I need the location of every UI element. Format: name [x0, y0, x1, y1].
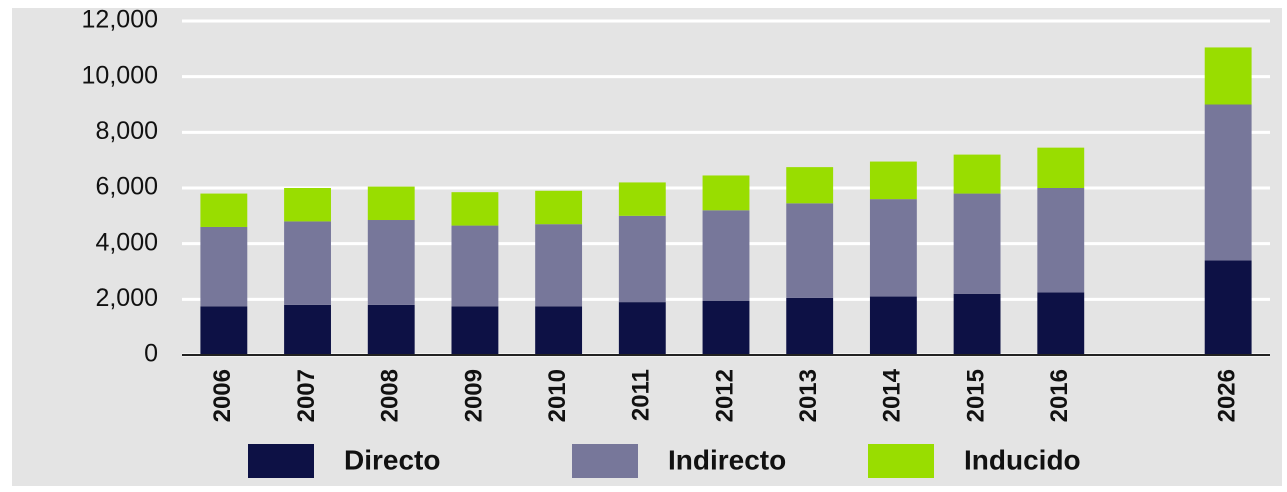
y-tick-label: 4,000	[95, 228, 158, 256]
bar-segment	[1204, 47, 1252, 105]
bar-segment	[451, 192, 499, 226]
legend-label: Inducido	[964, 444, 1081, 475]
bar-segment	[535, 190, 583, 225]
bar-segment	[1204, 260, 1252, 355]
bar-segment	[869, 161, 917, 200]
y-tick-label: 12,000	[82, 6, 158, 34]
x-tick-label: 2026	[1213, 369, 1240, 422]
bar-segment	[869, 296, 917, 355]
legend-swatch	[572, 444, 638, 478]
bar-segment	[451, 225, 499, 307]
bar-segment	[786, 167, 834, 204]
bar-segment	[786, 297, 834, 355]
bar-segment	[535, 306, 583, 355]
bar-segment	[618, 302, 666, 355]
bar-segment	[200, 306, 248, 355]
bar-segment	[702, 210, 750, 301]
bar-segment	[200, 193, 248, 227]
bar-segment	[367, 186, 415, 221]
y-tick-label: 6,000	[95, 173, 158, 201]
bar-segment	[200, 226, 248, 307]
bar-segment	[1037, 292, 1085, 355]
y-tick-label: 8,000	[95, 117, 158, 145]
bar-segment	[953, 293, 1001, 355]
x-tick-label: 2008	[377, 369, 404, 422]
legend-label: Indirecto	[668, 444, 786, 475]
x-tick-label: 2015	[962, 369, 989, 422]
bar-segment	[869, 199, 917, 297]
x-tick-label: 2009	[460, 369, 487, 422]
x-tick-label: 2006	[209, 369, 236, 422]
y-tick-label: 10,000	[82, 61, 158, 89]
x-tick-label: 2012	[711, 369, 738, 422]
bar-segment	[284, 188, 331, 222]
bar-segment	[702, 300, 750, 355]
bar-segment	[1037, 147, 1085, 188]
bar-segment	[367, 304, 415, 355]
bar-segment	[451, 306, 499, 355]
x-tick-label: 2014	[879, 368, 906, 422]
bar-segment	[535, 224, 583, 307]
bar-segment	[953, 193, 1001, 294]
bar-segment	[1204, 104, 1252, 261]
bar-segment	[702, 175, 750, 211]
bar-segment	[618, 215, 666, 303]
x-tick-label: 2007	[293, 369, 320, 422]
x-tick-label: 2010	[544, 369, 571, 422]
bar-segment	[367, 220, 415, 305]
bar-segment	[1037, 188, 1085, 293]
bar-segment	[284, 221, 331, 305]
bar-segment	[786, 203, 834, 298]
x-tick-label: 2011	[628, 369, 655, 421]
bar-segment	[618, 182, 666, 216]
bar-segment	[953, 154, 1001, 194]
y-tick-label: 0	[144, 340, 158, 368]
y-tick-label: 2,000	[95, 284, 158, 312]
x-tick-label: 2013	[795, 369, 822, 422]
x-tick-label: 2016	[1046, 369, 1073, 422]
legend-label: Directo	[344, 444, 440, 475]
legend-swatch	[868, 444, 934, 478]
bar-segment	[284, 304, 331, 355]
legend-swatch	[248, 444, 314, 478]
